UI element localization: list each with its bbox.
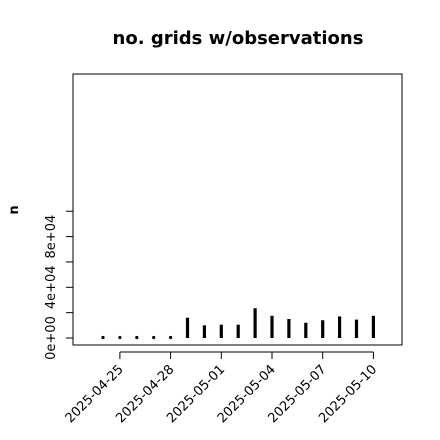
y-tick-label: 0e+00 bbox=[44, 316, 59, 360]
bar bbox=[135, 335, 139, 340]
bar bbox=[152, 335, 156, 340]
plot-frame bbox=[72, 73, 403, 346]
chart-title: no. grids w/observations bbox=[113, 28, 364, 49]
y-tick-label: 8e+04 bbox=[44, 215, 59, 259]
y-tick-label: 4e+04 bbox=[44, 265, 59, 309]
y-axis: 0e+00 4e+04 8e+04 bbox=[44, 210, 74, 360]
x-axis: 2025-04-252025-04-282025-05-012025-05-04… bbox=[63, 351, 380, 426]
bar bbox=[118, 335, 122, 340]
y-axis-label: n bbox=[7, 205, 22, 214]
bar-series bbox=[101, 308, 375, 340]
bar bbox=[169, 335, 173, 340]
bar bbox=[101, 335, 105, 340]
